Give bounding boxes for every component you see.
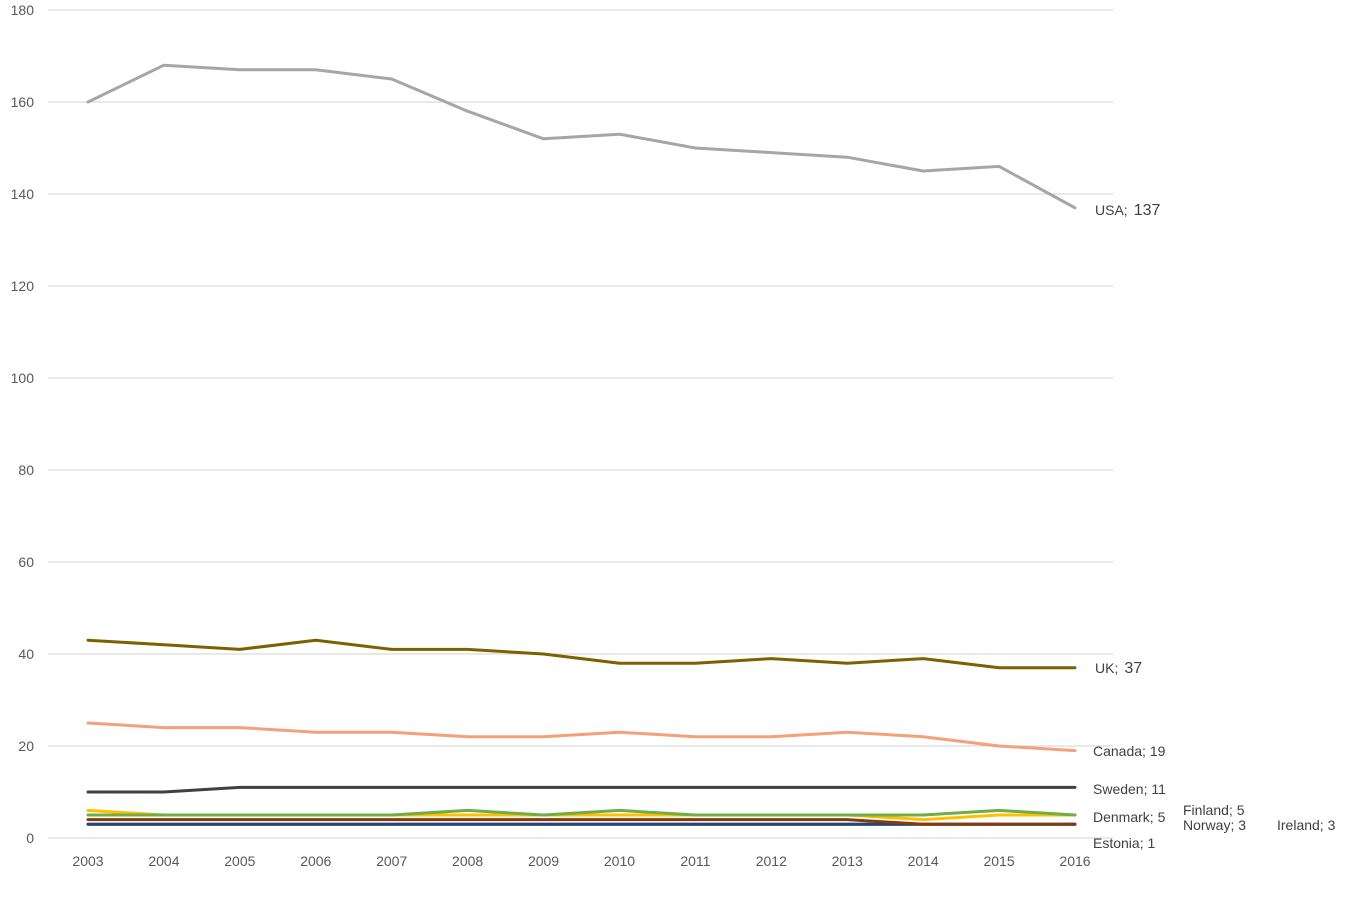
- y-tick-label: 160: [11, 94, 35, 110]
- gridlines: [48, 9, 1113, 839]
- series-line-usa: [86, 63, 1077, 210]
- y-tick-label: 0: [26, 830, 34, 846]
- label-norway: Norway; 3: [1183, 817, 1246, 833]
- series-end-labels: USA; 137 UK; 37 Canada; 19 Sweden; 11 Denm…: [1093, 202, 1336, 851]
- y-tick-label: 180: [11, 2, 35, 18]
- series-line-sweden: [86, 785, 1077, 794]
- x-axis: 2003 2004 2005 2006 2007 2008 2009 2010 2011 2012…: [72, 853, 1090, 869]
- label-uk: UK; 37: [1095, 660, 1142, 677]
- label-estonia: Estonia; 1: [1093, 835, 1155, 851]
- x-tick-label: 2007: [376, 853, 407, 869]
- label-ireland: Ireland; 3: [1277, 817, 1336, 833]
- label-usa: USA; 137: [1095, 202, 1160, 219]
- y-axis: 0 20 40 60 80 100 120 140 160 180: [11, 2, 35, 846]
- x-tick-label: 2012: [756, 853, 787, 869]
- x-tick-label: 2013: [832, 853, 863, 869]
- x-tick-label: 2003: [72, 853, 103, 869]
- label-denmark: Denmark; 5: [1093, 809, 1166, 825]
- y-tick-label: 100: [11, 370, 35, 386]
- series-line-estonia: [86, 818, 1077, 826]
- series-line-uk: [86, 638, 1077, 670]
- series-line-denmark: [86, 808, 1077, 817]
- y-tick-label: 40: [18, 646, 34, 662]
- label-finland: Finland; 5: [1183, 802, 1245, 818]
- x-tick-label: 2005: [224, 853, 255, 869]
- y-tick-label: 60: [18, 554, 34, 570]
- x-tick-label: 2014: [908, 853, 939, 869]
- label-canada: Canada; 19: [1093, 743, 1166, 759]
- series-lines: [86, 63, 1077, 826]
- x-tick-label: 2015: [983, 853, 1014, 869]
- series-line-canada: [86, 721, 1077, 753]
- x-tick-label: 2011: [680, 853, 710, 869]
- y-tick-label: 120: [11, 278, 35, 294]
- y-tick-label: 140: [11, 186, 35, 202]
- x-tick-label: 2009: [528, 853, 559, 869]
- label-sweden: Sweden; 11: [1093, 781, 1166, 797]
- x-tick-label: 2010: [604, 853, 635, 869]
- x-tick-label: 2008: [452, 853, 483, 869]
- x-tick-label: 2016: [1059, 853, 1090, 869]
- y-tick-label: 80: [18, 462, 34, 478]
- y-tick-label: 20: [18, 738, 34, 754]
- x-tick-label: 2006: [300, 853, 331, 869]
- x-tick-label: 2004: [148, 853, 179, 869]
